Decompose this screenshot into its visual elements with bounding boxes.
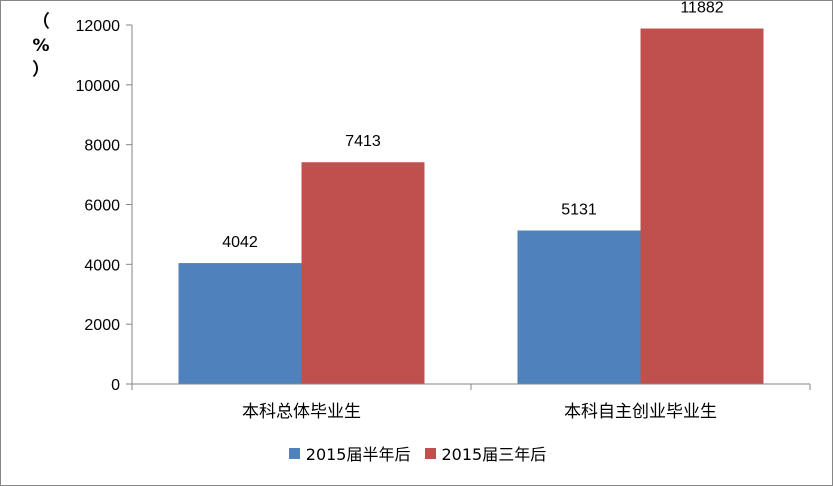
- bar-series-2-2: [640, 28, 764, 385]
- bars: [178, 28, 764, 385]
- y-axis-ticks: 0 2000 4000 6000 8000 10000 12000: [76, 18, 133, 394]
- y-tick-label: 10000: [76, 78, 121, 95]
- data-labels: 4042 7413 5131 11882: [222, 1, 724, 251]
- x-category-label-1: 本科总体毕业生: [242, 402, 361, 422]
- y-tick-label: 12000: [76, 18, 121, 35]
- y-tick-label: 2000: [84, 317, 120, 334]
- y-axis-label-char: %: [32, 36, 49, 56]
- y-axis-label-char: ）: [33, 59, 50, 80]
- bar-series-2-1: [301, 162, 425, 384]
- legend-swatch-series-2: [424, 447, 436, 459]
- y-tick-label: 6000: [84, 198, 120, 215]
- data-label-series-2-2: 11882: [680, 1, 723, 17]
- y-tick-label: 0: [111, 377, 120, 394]
- legend: 2015届半年后 2015届三年后: [1, 441, 833, 465]
- legend-swatch-series-1: [288, 447, 300, 459]
- legend-item-series-1: 2015届半年后: [288, 441, 411, 465]
- legend-label-series-1: 2015届半年后: [305, 445, 411, 464]
- data-label-series-1-2: 5131: [561, 201, 597, 218]
- y-tick-label: 4000: [84, 257, 120, 274]
- bar-series-1-1: [178, 263, 302, 384]
- legend-label-series-2: 2015届三年后: [441, 445, 547, 464]
- x-category-label-2: 本科自主创业毕业生: [564, 402, 717, 422]
- y-axis-label-char: （: [33, 11, 50, 32]
- y-tick-label: 8000: [84, 138, 120, 155]
- data-label-series-1-1: 4042: [222, 234, 258, 251]
- data-label-series-2-1: 7413: [345, 133, 381, 150]
- bar-series-1-2: [517, 230, 641, 384]
- y-axis-label: （% ）: [32, 11, 49, 80]
- legend-item-series-2: 2015届三年后: [424, 441, 547, 465]
- x-axis: 本科总体毕业生 本科自主创业毕业生: [131, 383, 811, 422]
- bar-chart: （% ） 0 2000 4000 6000 8000 10000 12000 4042 7413…: [32, 1, 811, 422]
